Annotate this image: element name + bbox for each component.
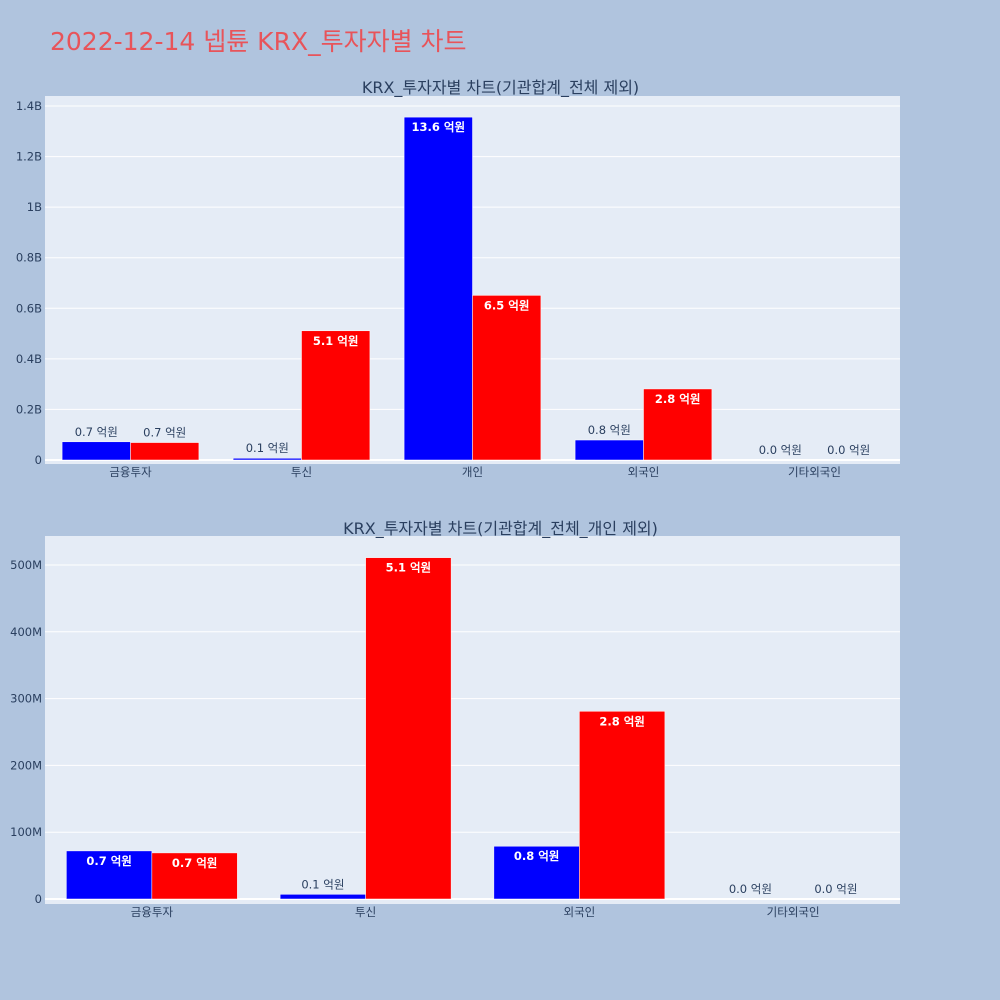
y-tick-label: 500M xyxy=(10,558,42,572)
y-tick-label: 0.4B xyxy=(16,352,42,366)
y-tick-label: 300M xyxy=(10,692,42,706)
data-label: 0.8 억원 xyxy=(514,849,560,863)
y-tick-label: 0.8B xyxy=(16,251,42,265)
x-tick-label: 기타외국인 xyxy=(767,905,820,919)
bar xyxy=(301,330,371,461)
x-tick-label: 금융투자 xyxy=(109,465,152,479)
y-tick-label: 0 xyxy=(35,453,42,467)
data-label: 0.0 억원 xyxy=(729,882,772,896)
chart-1: 0 0.2B 0.4B 0.6B 0.8B 1B 1.2B 1.4B KRX_투자자별 차트(기… xyxy=(16,78,900,479)
bar xyxy=(66,850,153,900)
bar xyxy=(472,295,542,461)
y-tick-label: 1B xyxy=(27,200,42,214)
data-label: 2.8 억원 xyxy=(599,714,645,728)
x-tick-label: 개인 xyxy=(462,465,483,479)
data-label: 0.8 억원 xyxy=(588,423,631,437)
y-tick-label: 0.2B xyxy=(16,402,42,416)
data-label: 0.7 억원 xyxy=(143,426,186,440)
x-tick-label: 투신 xyxy=(355,905,376,919)
bar xyxy=(130,442,200,461)
y-tick-label: 1.4B xyxy=(16,99,42,113)
data-label: 0.0 억원 xyxy=(827,443,870,457)
data-label: 5.1 억원 xyxy=(313,334,359,348)
bar xyxy=(232,457,302,461)
data-label: 0.7 억원 xyxy=(75,425,118,439)
data-label: 2.8 억원 xyxy=(655,392,701,406)
plot-area xyxy=(45,536,900,904)
data-label: 0.1 억원 xyxy=(246,441,289,455)
y-tick-label: 0.6B xyxy=(16,301,42,315)
data-label: 0.1 억원 xyxy=(301,877,344,891)
bar xyxy=(643,388,713,461)
data-label: 0.0 억원 xyxy=(814,882,857,896)
bar xyxy=(493,845,580,900)
y-tick-label: 100M xyxy=(10,825,42,839)
y-tick-label: 200M xyxy=(10,758,42,772)
x-tick-label: 외국인 xyxy=(628,465,660,479)
y-tick-label: 1.2B xyxy=(16,150,42,164)
chart-2: 0 100M 200M 300M 400M 500M KRX_투자자별 차트(기관합계_전체… xyxy=(10,519,900,919)
chart-title: KRX_투자자별 차트(기관합계_전체 제외) xyxy=(362,78,639,98)
data-label: 0.7 억원 xyxy=(86,854,132,868)
x-tick-label: 기타외국인 xyxy=(788,465,841,479)
data-label: 0.7 억원 xyxy=(172,856,218,870)
y-tick-label: 0 xyxy=(35,892,42,906)
bar xyxy=(365,557,452,900)
chart-title: KRX_투자자별 차트(기관합계_전체_개인 제외) xyxy=(343,519,658,539)
y-tick-label: 400M xyxy=(10,625,42,639)
bar xyxy=(61,441,131,461)
page-title: 2022-12-14 넵튠 KRX_투자자별 차트 xyxy=(50,27,467,56)
bar xyxy=(574,439,644,461)
bar xyxy=(279,894,366,900)
data-label: 13.6 억원 xyxy=(412,120,466,134)
bar xyxy=(403,116,473,461)
x-tick-label: 투신 xyxy=(291,465,312,479)
bar xyxy=(151,852,238,900)
data-label: 5.1 억원 xyxy=(386,561,432,575)
x-tick-label: 외국인 xyxy=(564,905,596,919)
data-label: 0.0 억원 xyxy=(759,443,802,457)
data-label: 6.5 억원 xyxy=(484,298,530,312)
bar xyxy=(579,711,666,900)
x-tick-label: 금융투자 xyxy=(131,905,174,919)
